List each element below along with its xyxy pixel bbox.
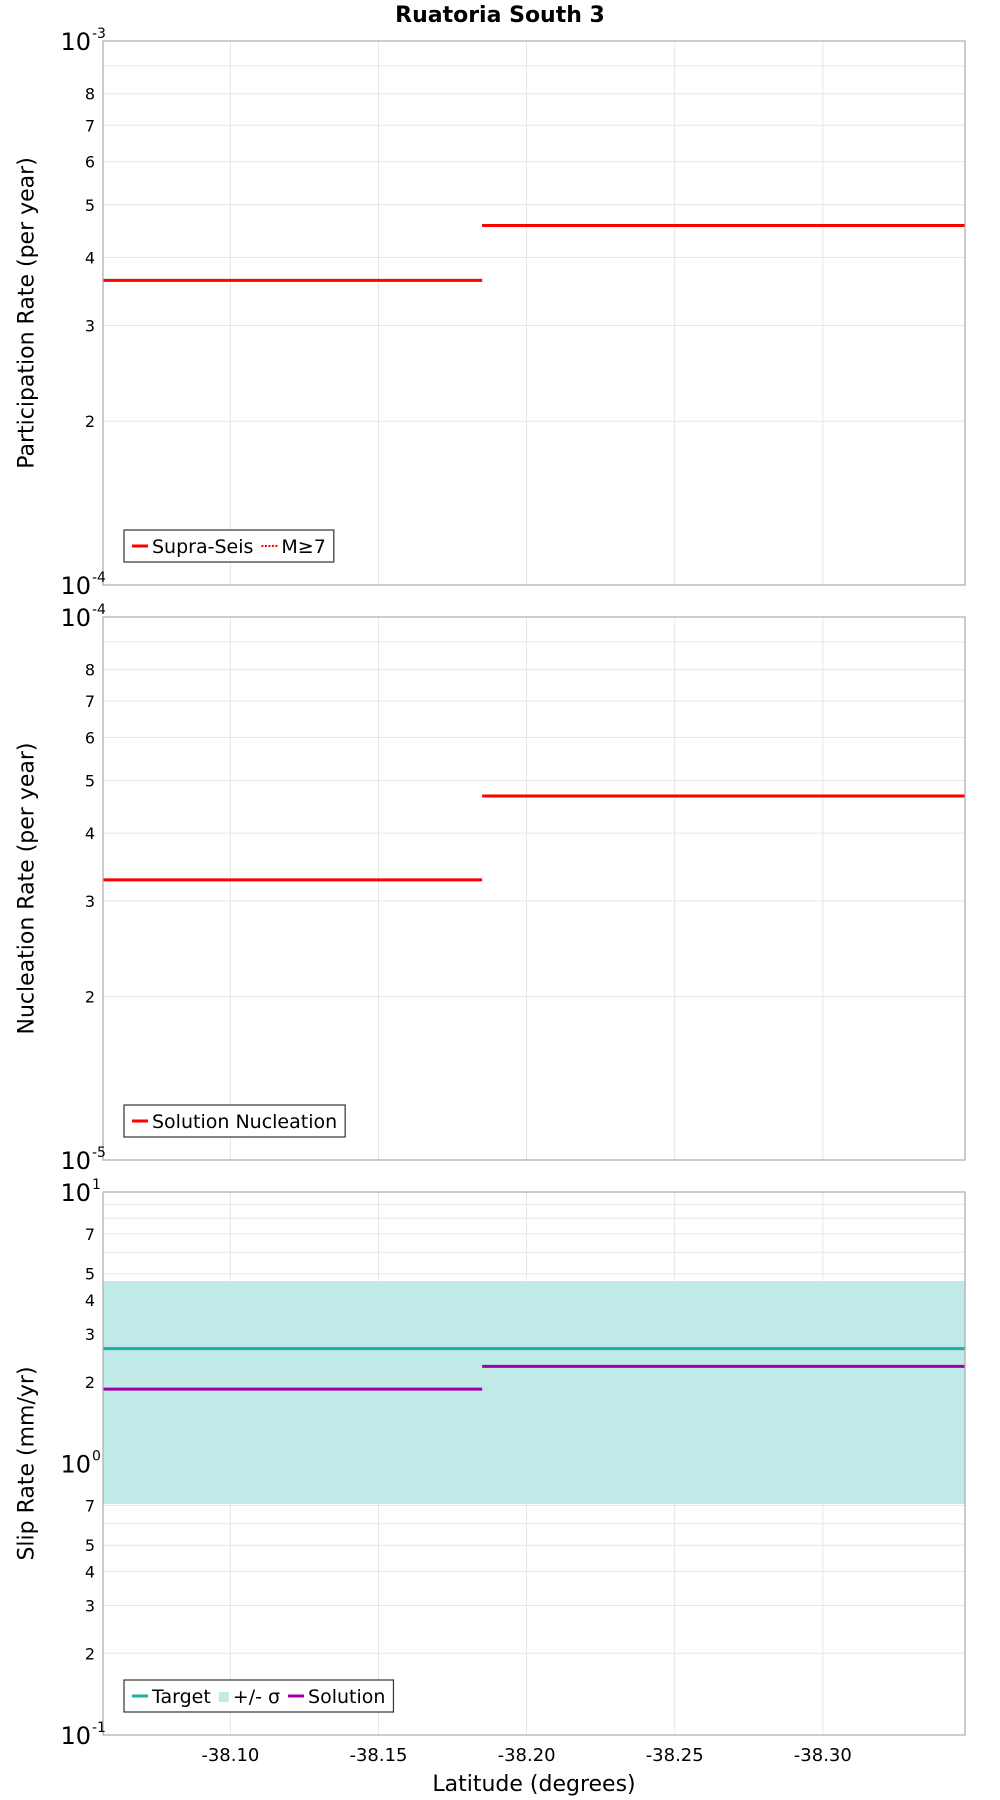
y-tick-label: 7 xyxy=(85,1497,95,1516)
y-axis-label: Slip Rate (mm/yr) xyxy=(15,1366,40,1560)
y-tick-label: 2 xyxy=(85,988,95,1007)
legend-swatch xyxy=(218,1692,229,1702)
y-tick-label: 7 xyxy=(85,1225,95,1244)
y-tick-label: 4 xyxy=(85,1291,95,1310)
y-tick-label: 10 xyxy=(60,1722,91,1750)
x-tick-label: -38.25 xyxy=(646,1745,704,1766)
y-tick-label: 2 xyxy=(85,412,95,431)
y-tick-label: 10 xyxy=(60,1451,91,1479)
sigma-band xyxy=(103,1281,965,1504)
y-tick-label: 10 xyxy=(60,572,91,600)
legend: Target +/- σ Solution xyxy=(123,1679,395,1713)
legend-frame xyxy=(123,529,335,563)
y-tick-label: 10 xyxy=(60,28,91,56)
plot-frame xyxy=(102,616,966,1161)
legend-label: Solution xyxy=(308,1686,385,1708)
y-tick-label: 5 xyxy=(85,771,95,790)
y-tick-label: 3 xyxy=(85,1596,95,1615)
y-tick-exponent: -4 xyxy=(92,602,106,618)
legend-label: Supra-Seis xyxy=(152,536,253,558)
y-tick-exponent: -4 xyxy=(92,570,106,586)
y-tick-label: 5 xyxy=(85,1536,95,1555)
y-tick-label: 7 xyxy=(85,116,95,135)
legend-label: Target xyxy=(151,1686,211,1708)
y-tick-exponent: -1 xyxy=(92,1720,106,1736)
y-tick-label: 6 xyxy=(85,728,95,747)
y-tick-label: 8 xyxy=(85,85,95,104)
x-tick-label: -38.20 xyxy=(498,1745,556,1766)
legend-swatch-block xyxy=(218,1692,229,1702)
y-tick-label: 5 xyxy=(85,196,95,215)
plot-frame xyxy=(102,1191,966,1736)
y-tick-label: 3 xyxy=(85,892,95,911)
y-tick-label: 10 xyxy=(60,1179,91,1207)
x-tick-label: -38.30 xyxy=(794,1745,852,1766)
y-tick-label: 4 xyxy=(85,1563,95,1582)
y-tick-label: 4 xyxy=(85,824,95,843)
x-axis-label: Latitude (degrees) xyxy=(432,1772,635,1797)
y-axis-label: Participation Rate (per year) xyxy=(15,157,40,469)
y-tick-label: 2 xyxy=(85,1373,95,1392)
y-axis-label: Nucleation Rate (per year) xyxy=(15,743,40,1035)
y-tick-exponent: 0 xyxy=(92,1449,101,1465)
legend-label: +/- σ xyxy=(233,1686,280,1708)
legend: Supra-Seis M≥7 xyxy=(123,529,335,563)
chart-title: Ruatoria South 3 xyxy=(395,3,605,28)
plot-area xyxy=(103,41,965,585)
y-tick-label: 5 xyxy=(85,1265,95,1284)
legend-label: Solution Nucleation xyxy=(152,1111,337,1133)
y-tick-label: 7 xyxy=(85,692,95,711)
y-tick-label: 6 xyxy=(85,153,95,172)
plot-area xyxy=(103,617,965,1160)
y-tick-label: 8 xyxy=(85,661,95,680)
x-tick-label: -38.15 xyxy=(349,1745,407,1766)
y-tick-label: 2 xyxy=(85,1644,95,1663)
legend-label: M≥7 xyxy=(281,536,325,558)
x-tick-label: -38.10 xyxy=(201,1745,259,1766)
y-tick-label: 10 xyxy=(60,604,91,632)
y-tick-label: 4 xyxy=(85,248,95,267)
y-tick-exponent: -3 xyxy=(92,26,106,42)
y-tick-label: 3 xyxy=(85,316,95,335)
y-tick-exponent: -5 xyxy=(92,1145,106,1161)
y-tick-label: 10 xyxy=(60,1147,91,1175)
y-tick-label: 3 xyxy=(85,1325,95,1344)
legend: Solution Nucleation xyxy=(123,1104,346,1138)
y-tick-exponent: 1 xyxy=(92,1177,101,1193)
plot-frame xyxy=(102,40,966,586)
legend-frame xyxy=(123,1679,395,1713)
legend-frame xyxy=(123,1104,346,1138)
